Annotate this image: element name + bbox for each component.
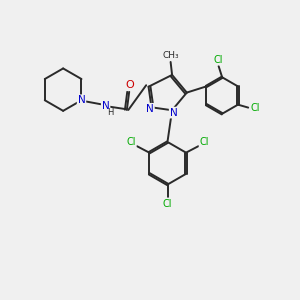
Text: N: N	[78, 95, 86, 105]
Text: Cl: Cl	[214, 55, 224, 64]
Text: Cl: Cl	[200, 137, 209, 147]
Text: Cl: Cl	[163, 199, 172, 208]
Text: N: N	[146, 104, 154, 114]
Text: Cl: Cl	[126, 137, 136, 147]
Text: O: O	[125, 80, 134, 90]
Text: H: H	[107, 107, 114, 116]
Text: N: N	[170, 108, 177, 118]
Text: CH₃: CH₃	[162, 51, 179, 60]
Text: Cl: Cl	[250, 103, 260, 112]
Text: N: N	[102, 100, 110, 110]
